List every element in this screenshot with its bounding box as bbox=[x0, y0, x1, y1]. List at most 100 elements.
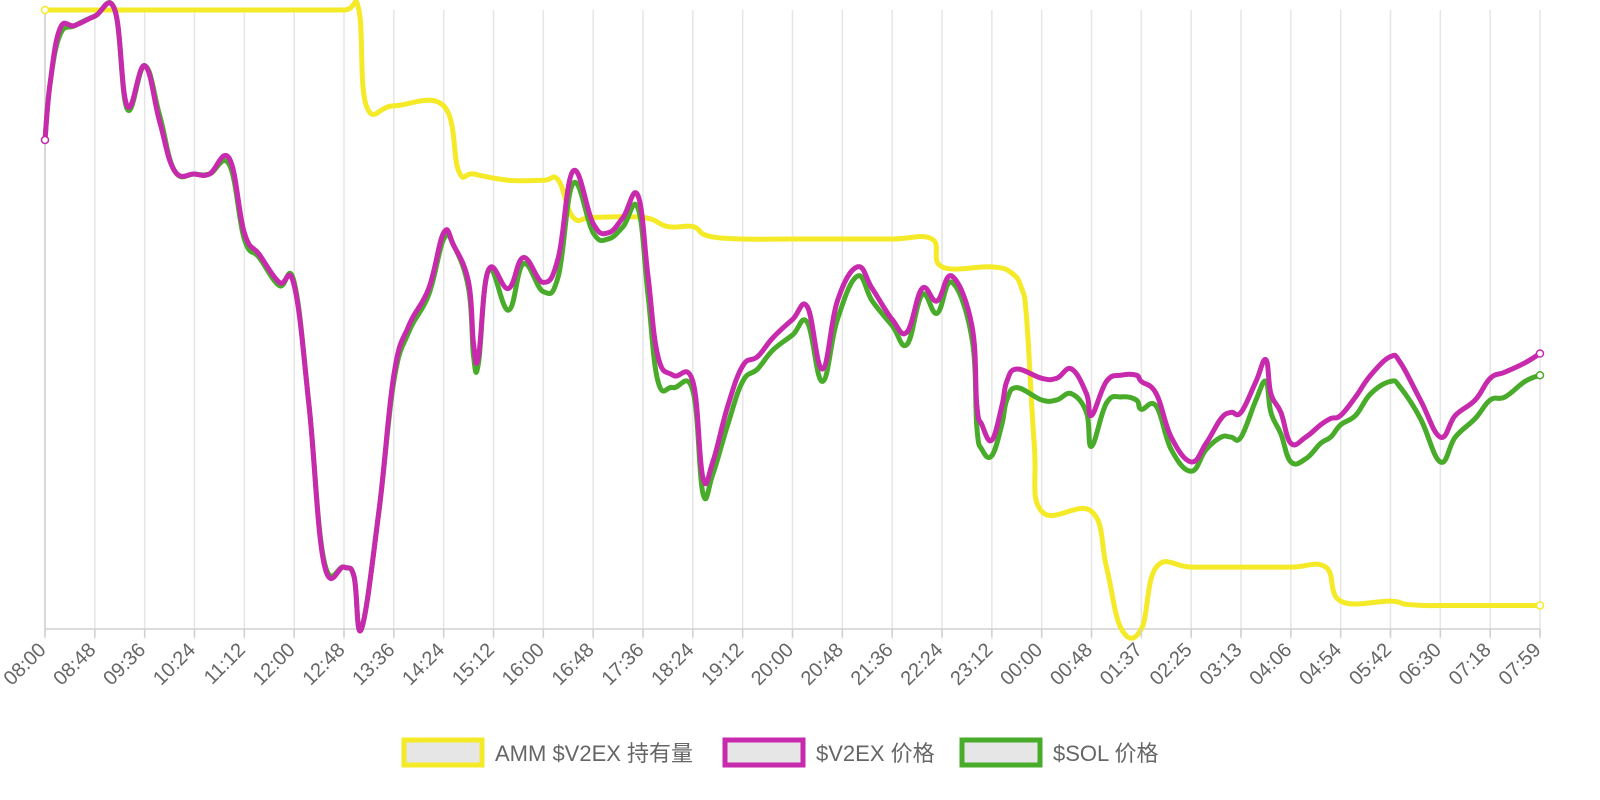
x-tick-label: 00:48 bbox=[1046, 639, 1097, 690]
data-point-v2ex-price bbox=[1153, 391, 1159, 397]
legend-item-amm-holdings[interactable]: AMM $V2EX 持有量 bbox=[401, 737, 693, 768]
data-point-v2ex-price bbox=[904, 329, 910, 335]
data-point-sol-price bbox=[725, 422, 731, 428]
data-point-amm-holdings bbox=[1487, 603, 1493, 608]
data-point-v2ex-price bbox=[47, 81, 53, 87]
data-point-v2ex-price bbox=[466, 279, 471, 285]
x-tick-label: 23:12 bbox=[946, 639, 997, 690]
data-point-v2ex-price bbox=[1253, 378, 1259, 384]
data-point-sol-price bbox=[1368, 391, 1373, 397]
data-point-amm-holdings bbox=[939, 264, 945, 270]
x-tick-label: 01:37 bbox=[1096, 639, 1147, 690]
data-point-v2ex-price bbox=[1069, 366, 1074, 372]
data-point-v2ex-price bbox=[321, 561, 327, 567]
data-point-v2ex-price bbox=[341, 564, 347, 570]
data-point-sol-price bbox=[834, 317, 840, 322]
data-point-sol-price bbox=[1138, 406, 1144, 412]
data-point-v2ex-price bbox=[989, 437, 995, 443]
data-point-amm-holdings bbox=[142, 7, 148, 13]
data-point-v2ex-price bbox=[1487, 375, 1493, 381]
data-point-amm-holdings bbox=[506, 177, 511, 183]
data-point-v2ex-price bbox=[124, 103, 130, 109]
data-point-amm-holdings bbox=[1119, 626, 1124, 632]
data-point-v2ex-price bbox=[1238, 409, 1244, 415]
data-point-sol-price bbox=[1437, 459, 1443, 465]
data-point-v2ex-price bbox=[92, 13, 98, 19]
data-point-amm-holdings bbox=[665, 224, 671, 230]
data-point-amm-holdings bbox=[1031, 440, 1037, 446]
data-point-sol-price bbox=[1288, 459, 1294, 465]
x-tick-label: 03:13 bbox=[1196, 639, 1247, 690]
data-point-amm-holdings bbox=[1019, 286, 1025, 291]
data-point-v2ex-price bbox=[441, 230, 447, 236]
data-point-v2ex-price bbox=[1328, 416, 1334, 421]
x-tick-label: 16:48 bbox=[548, 639, 599, 690]
legend-item-sol-price[interactable]: $SOL 价格 bbox=[959, 737, 1159, 768]
data-point-v2ex-price bbox=[590, 221, 596, 226]
data-point-amm-holdings bbox=[790, 236, 795, 242]
data-point-sol-price bbox=[820, 378, 825, 384]
data-point-v2ex-price bbox=[112, 7, 118, 13]
data-point-sol-price bbox=[620, 224, 626, 230]
data-point-amm-holdings bbox=[1338, 598, 1344, 604]
data-point-sol-price bbox=[700, 490, 706, 496]
data-point-amm-holdings bbox=[540, 177, 546, 183]
data-point-sol-price bbox=[1487, 397, 1493, 403]
data-point-amm-holdings bbox=[1422, 603, 1428, 608]
data-point-v2ex-price bbox=[486, 267, 491, 273]
data-point-v2ex-price bbox=[1452, 413, 1458, 418]
legend-item-v2ex-price[interactable]: $V2EX 价格 bbox=[722, 737, 935, 768]
data-point-v2ex-price bbox=[1288, 440, 1294, 446]
data-point-sol-price bbox=[1218, 434, 1224, 440]
data-point-sol-price bbox=[1522, 378, 1528, 384]
data-point-v2ex-price bbox=[555, 255, 561, 261]
data-point-amm-holdings bbox=[1104, 564, 1109, 570]
data-point-v2ex-price bbox=[999, 403, 1005, 409]
data-point-v2ex-price bbox=[172, 168, 177, 174]
data-point-v2ex-price bbox=[1535, 349, 1545, 358]
data-point-sol-price bbox=[521, 261, 526, 267]
data-point-v2ex-price bbox=[351, 573, 357, 579]
data-point-sol-price bbox=[1268, 409, 1274, 415]
data-point-amm-holdings bbox=[441, 103, 447, 109]
data-point-sol-price bbox=[904, 341, 910, 347]
data-point-v2ex-price bbox=[1263, 357, 1269, 363]
x-tick-label: 08:48 bbox=[49, 639, 100, 690]
data-point-sol-price bbox=[1039, 397, 1045, 403]
x-tick-label: 20:48 bbox=[797, 639, 848, 690]
data-point-v2ex-price bbox=[291, 283, 297, 288]
x-tick-label: 02:25 bbox=[1146, 639, 1197, 690]
data-point-sol-price bbox=[1054, 397, 1060, 403]
data-point-sol-price bbox=[790, 332, 795, 338]
data-point-v2ex-price bbox=[1353, 394, 1359, 400]
data-point-amm-holdings bbox=[1188, 564, 1194, 570]
x-tick-label: 11:12 bbox=[200, 639, 250, 689]
x-tick-label: 14:24 bbox=[398, 639, 449, 690]
data-point-v2ex-price bbox=[635, 193, 641, 199]
x-tick-label: 08:00 bbox=[0, 639, 51, 690]
data-point-v2ex-price bbox=[471, 341, 476, 347]
x-tick-label: 09:36 bbox=[99, 639, 150, 690]
data-point-sol-price bbox=[1238, 434, 1244, 440]
data-point-v2ex-price bbox=[276, 279, 282, 285]
data-point-v2ex-price bbox=[1104, 378, 1109, 384]
data-point-v2ex-price bbox=[605, 230, 611, 236]
data-point-amm-holdings bbox=[92, 7, 98, 13]
x-tick-label: 16:00 bbox=[498, 639, 549, 690]
data-point-sol-price bbox=[869, 298, 875, 304]
data-point-v2ex-price bbox=[670, 372, 676, 378]
x-tick-label: 05:42 bbox=[1345, 639, 1396, 690]
data-point-v2ex-price bbox=[157, 119, 163, 124]
x-tick-label: 04:06 bbox=[1245, 639, 1296, 690]
data-point-sol-price bbox=[1388, 378, 1393, 384]
data-point-v2ex-price bbox=[570, 168, 576, 174]
data-point-sol-price bbox=[1104, 400, 1109, 406]
data-point-v2ex-price bbox=[969, 323, 975, 329]
data-point-amm-holdings bbox=[929, 236, 935, 242]
data-point-v2ex-price bbox=[755, 354, 761, 360]
data-point-v2ex-price bbox=[1119, 372, 1124, 378]
data-point-v2ex-price bbox=[1084, 391, 1089, 397]
data-point-amm-holdings bbox=[570, 214, 576, 220]
data-point-sol-price bbox=[1168, 447, 1174, 452]
